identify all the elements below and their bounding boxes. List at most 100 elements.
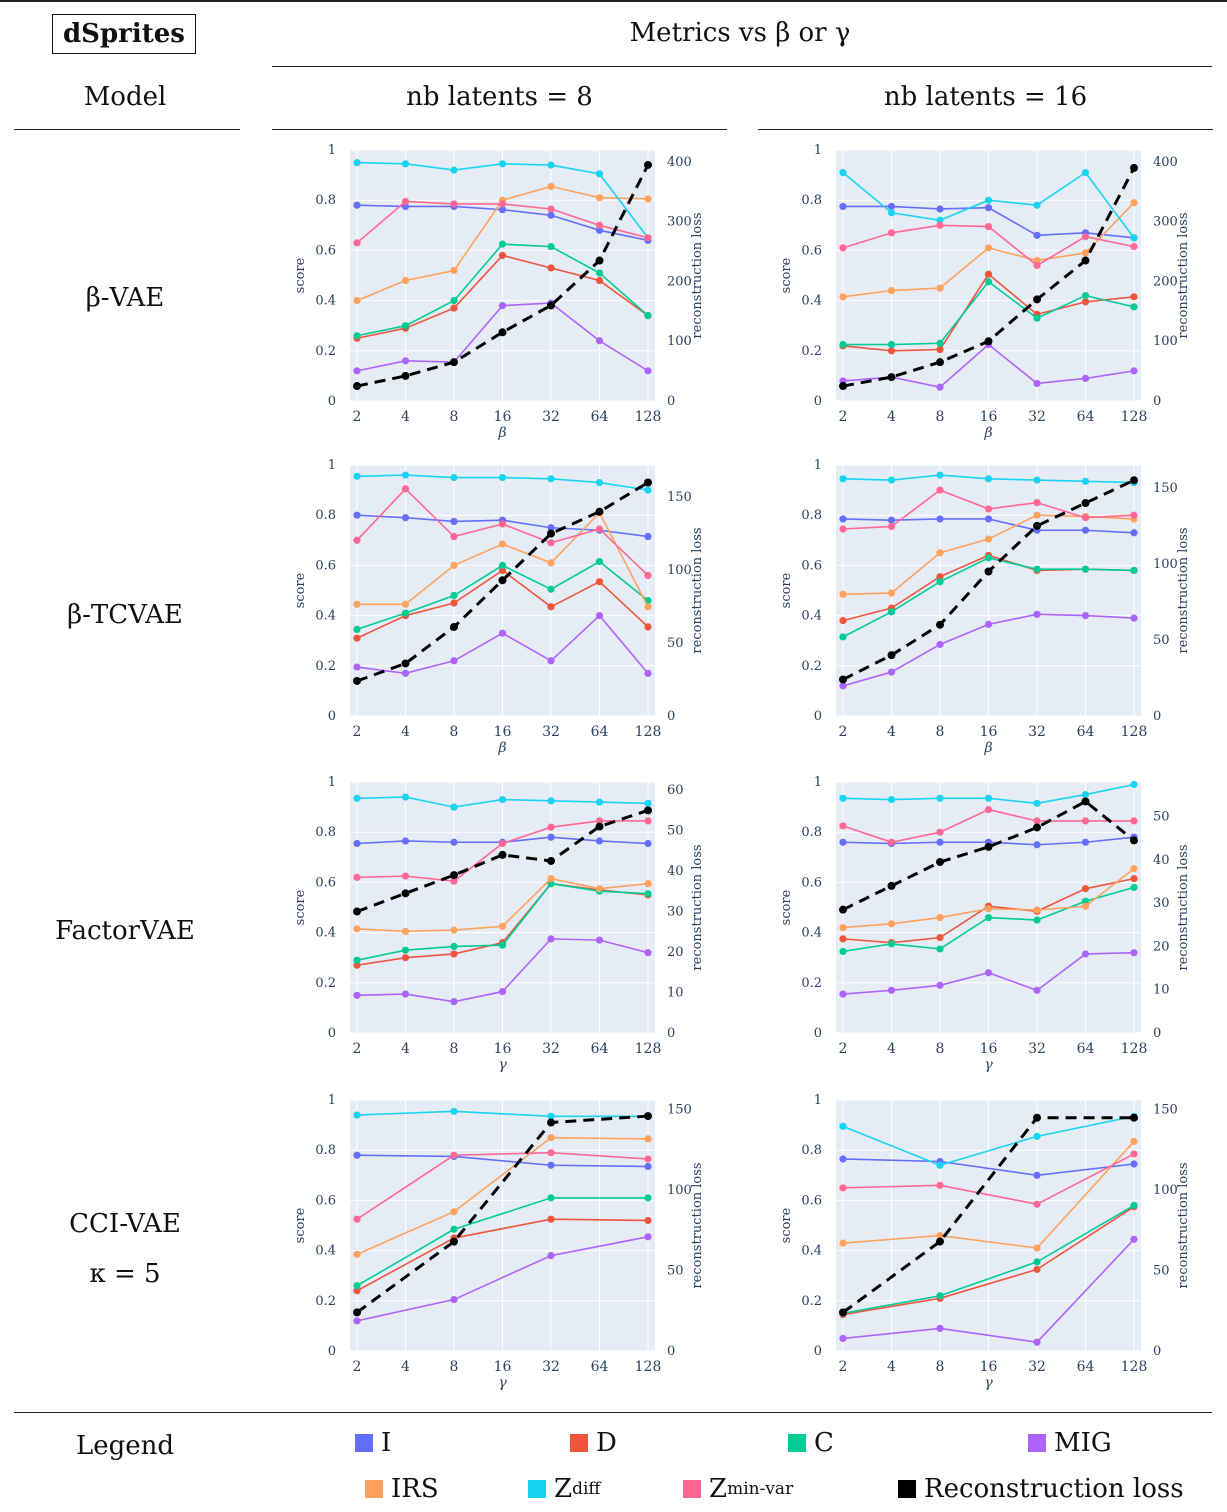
point-zdiff <box>644 799 652 807</box>
point-zdiff <box>936 471 944 479</box>
y-tick-label: 0.6 <box>315 1193 336 1208</box>
point-d <box>1081 298 1090 306</box>
point-c <box>595 269 604 277</box>
y-tick-label: 0.8 <box>315 1143 336 1158</box>
point-zmin-var <box>1130 1150 1138 1158</box>
point-c <box>984 913 993 922</box>
y-tick-label: 0.4 <box>315 609 336 624</box>
point-irs <box>450 1208 458 1216</box>
point-reconstruction-loss <box>644 1112 652 1121</box>
point-mig <box>353 367 361 375</box>
chart-svg: 0 0.2 0.4 0.6 0.8 1 0 50 100 150 2 4 8 16 32 64 128 β scor… <box>293 458 705 756</box>
y2-tick-label: 400 <box>667 155 692 170</box>
point-irs <box>450 926 458 934</box>
chart-ccivae-8: 0 0.2 0.4 0.6 0.8 1 0 50 100 150 2 4 8 16 32 64 128 γ scor… <box>290 1088 710 1391</box>
y2-tick-label: 50 <box>1153 1264 1170 1279</box>
point-mig <box>936 640 944 649</box>
point-irs <box>353 297 361 305</box>
point-i <box>547 524 555 532</box>
x-tick-label: 32 <box>542 1041 560 1057</box>
point-mig <box>1033 379 1041 388</box>
point-i <box>644 532 652 541</box>
point-zmin-var <box>498 839 507 848</box>
x-tick-label: 2 <box>839 409 848 425</box>
point-i <box>1081 838 1090 846</box>
y-tick-label: 0.2 <box>315 976 336 991</box>
point-mig <box>1130 614 1138 622</box>
point-reconstruction-loss <box>498 850 507 859</box>
x-tick-label: 4 <box>887 1359 896 1375</box>
point-reconstruction-loss <box>984 567 993 576</box>
latents-16-header: nb latents = 16 <box>883 82 1088 112</box>
y-tick-label: 0.6 <box>801 1193 822 1208</box>
legend-swatch-reconstruction-loss <box>898 1480 916 1498</box>
dataset-title: dSprites <box>52 14 196 54</box>
point-mig <box>595 612 604 620</box>
model-rule <box>14 129 240 130</box>
series-line-mig <box>842 1238 1135 1344</box>
point-i <box>547 1161 555 1169</box>
point-zdiff <box>644 486 652 494</box>
x-tick-label: 4 <box>401 409 410 425</box>
chart-bvae-16: 0 0.2 0.4 0.6 0.8 1 0 100 200 300 400 2 4 8 16 32 64 128 β… <box>776 138 1196 441</box>
point-irs <box>353 1250 361 1258</box>
y2-tick-label: 200 <box>667 274 692 289</box>
point-zdiff <box>887 209 896 217</box>
point-irs <box>1130 864 1138 873</box>
point-i <box>353 511 361 519</box>
y-tick-label: 0.6 <box>801 243 822 258</box>
point-c <box>1130 1201 1138 1210</box>
point-zdiff <box>1081 790 1090 799</box>
legend-swatch-mig <box>1028 1434 1046 1452</box>
row-label-ccivae: CCI-VAE <box>69 1209 181 1239</box>
legend-swatch-c <box>788 1434 806 1452</box>
x-tick-label: 4 <box>887 724 896 740</box>
point-c <box>644 890 652 898</box>
point-reconstruction-loss <box>644 160 652 169</box>
point-zdiff <box>1033 476 1041 484</box>
point-reconstruction-loss <box>450 1237 458 1246</box>
point-mig <box>353 663 361 671</box>
y2-tick-label: 100 <box>1153 334 1178 349</box>
point-c <box>1130 303 1138 311</box>
y2-tick-label: 150 <box>667 490 692 505</box>
point-zmin-var <box>936 1181 944 1189</box>
y2-tick-label: 200 <box>1153 274 1178 289</box>
legend-item-c: C <box>788 1428 834 1458</box>
x-tick-label: 8 <box>936 1041 945 1057</box>
point-reconstruction-loss <box>1081 499 1090 508</box>
point-d <box>839 935 847 943</box>
point-c <box>353 625 361 634</box>
point-zdiff <box>450 473 458 482</box>
chart-bvae-8: 0 0.2 0.4 0.6 0.8 1 0 100 200 300 400 2 4 8 16 32 64 128 β… <box>290 138 710 441</box>
point-mig <box>1033 986 1041 994</box>
point-irs <box>547 182 555 190</box>
x-tick-label: 4 <box>401 724 410 740</box>
y-axis-title: score <box>779 257 794 293</box>
legend-title: Legend <box>75 1431 175 1461</box>
point-irs <box>839 1239 847 1247</box>
row-label-bvae: β-VAE <box>85 283 165 313</box>
point-reconstruction-loss <box>936 620 944 629</box>
point-reconstruction-loss <box>353 676 361 685</box>
point-c <box>936 339 944 347</box>
x-axis-title: β <box>497 425 506 441</box>
point-zmin-var <box>547 823 555 831</box>
y2-tick-label: 0 <box>667 1344 675 1359</box>
model-header: Model <box>83 82 167 112</box>
point-reconstruction-loss <box>401 371 410 380</box>
point-mig <box>547 1252 555 1260</box>
point-c <box>450 297 458 305</box>
point-c <box>547 243 555 251</box>
x-tick-label: 16 <box>494 1041 512 1057</box>
x-tick-label: 64 <box>591 1041 609 1057</box>
y-axis-title: score <box>293 257 308 293</box>
point-zmin-var <box>595 221 604 229</box>
point-mig <box>644 1233 652 1241</box>
y2-tick-label: 150 <box>1153 1103 1178 1118</box>
y-tick-label: 0.6 <box>315 875 336 890</box>
chart-svg: 0 0.2 0.4 0.6 0.8 1 0 100 200 300 400 2 4 8 16 32 64 128 β… <box>293 143 705 441</box>
point-zmin-var <box>936 221 944 229</box>
chart-svg: 0 0.2 0.4 0.6 0.8 1 0 50 100 150 2 4 8 16 32 64 128 β scor… <box>779 458 1191 756</box>
x-tick-label: 128 <box>1121 1041 1148 1057</box>
